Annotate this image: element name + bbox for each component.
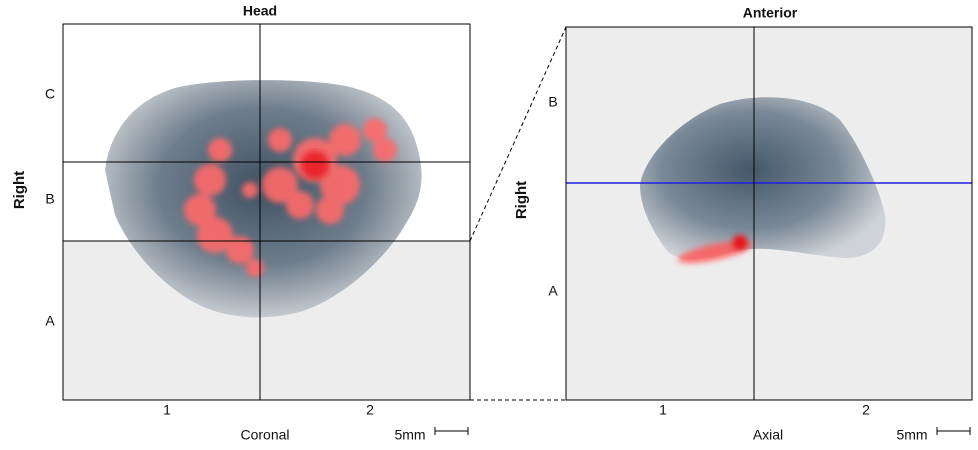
zone-label: A <box>45 313 55 329</box>
panel-title: Anterior <box>743 5 798 21</box>
axis-label: Coronal <box>240 427 289 443</box>
panel-title: Head <box>243 3 277 19</box>
zone-label: C <box>45 86 55 102</box>
frame <box>62 23 471 401</box>
frame <box>565 26 973 401</box>
zone-label: B <box>45 191 54 207</box>
zoom-connector <box>469 26 567 401</box>
lesion <box>677 235 753 264</box>
x-label: 2 <box>366 402 374 418</box>
x-label: 1 <box>659 402 667 418</box>
organ-shape <box>640 97 886 260</box>
scale-label: 5mm <box>896 427 927 443</box>
scale-label: 5mm <box>394 427 425 443</box>
zone-label: B <box>548 94 557 110</box>
axial-panel: Anterior Right B A 1 2 Axial 5mm <box>513 5 973 443</box>
scale-bar <box>936 427 971 435</box>
scale-bar <box>434 427 469 435</box>
y-label: Right <box>513 181 530 219</box>
lesion-core <box>301 151 329 179</box>
coronal-panel: Head Right C B A 1 2 Coronal 5mm <box>11 3 471 443</box>
y-label: Right <box>11 171 28 209</box>
zone-label: A <box>548 283 558 299</box>
axis-label: Axial <box>753 427 783 443</box>
x-label: 1 <box>163 402 171 418</box>
x-label: 2 <box>862 402 870 418</box>
